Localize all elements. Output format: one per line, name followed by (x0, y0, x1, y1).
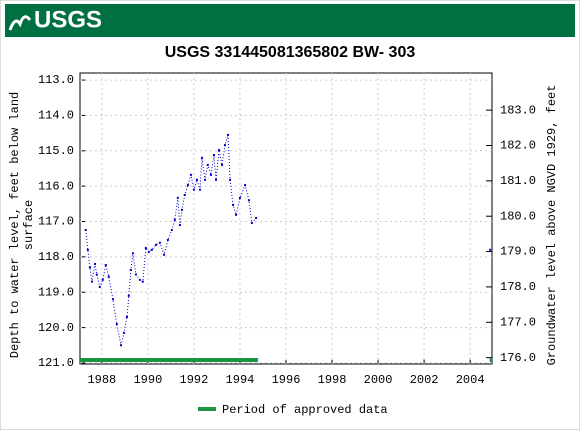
x-tick-label: 1998 (318, 373, 347, 387)
y2-tick-label: 181.0 (500, 174, 536, 188)
x-tick-label: 2004 (456, 373, 485, 387)
data-point (144, 247, 147, 250)
data-point (247, 199, 250, 202)
approved-period (80, 358, 258, 362)
y-tick-label: 116.0 (38, 179, 74, 193)
data-point (90, 280, 93, 283)
x-tick-label: 1988 (87, 373, 116, 387)
data-point (154, 243, 157, 246)
data-point (86, 248, 89, 251)
data-point (101, 278, 104, 281)
data-point (489, 248, 492, 251)
data-point (119, 344, 122, 347)
data-point (131, 252, 134, 255)
y2-tick-label: 179.0 (500, 245, 536, 259)
y2-tick-label: 176.0 (500, 351, 536, 365)
logo-text: USGS (34, 6, 102, 33)
data-point (115, 323, 118, 326)
data-point (218, 149, 221, 152)
data-point (84, 228, 87, 231)
data-point (138, 278, 141, 281)
y-axis-label-line: Depth to water level, feet below land (8, 92, 22, 358)
y2-tick-label: 177.0 (500, 315, 536, 329)
y2-tick-label: 183.0 (500, 103, 536, 117)
data-point (180, 208, 183, 211)
data-point (127, 294, 130, 297)
data-point (125, 315, 128, 318)
data-point (166, 238, 169, 241)
y2-tick-label: 182.0 (500, 139, 536, 153)
data-point (226, 133, 229, 136)
data-point (250, 221, 253, 224)
y-tick-label: 117.0 (38, 215, 74, 229)
y-tick-label: 119.0 (38, 285, 74, 299)
data-point (221, 163, 224, 166)
y-tick-label: 118.0 (38, 250, 74, 264)
data-point (209, 173, 212, 176)
data-point (198, 188, 201, 191)
y-axis-label-line: surface (22, 200, 36, 250)
data-point (200, 156, 203, 159)
data-point (129, 268, 132, 271)
data-point (206, 163, 209, 166)
data-point (88, 266, 91, 269)
data-point (95, 273, 98, 276)
logo-wave (8, 15, 32, 31)
data-point (232, 203, 235, 206)
y2-tick-label: 180.0 (500, 209, 536, 223)
x-tick-label: 1994 (226, 373, 255, 387)
approved-period (489, 358, 492, 362)
data-point (203, 178, 206, 181)
y2-tick-label: 178.0 (500, 280, 536, 294)
y-tick-label: 113.0 (38, 73, 74, 87)
x-tick-label: 1990 (133, 373, 162, 387)
header-band (5, 4, 575, 37)
data-point (150, 248, 153, 251)
data-point (147, 250, 150, 253)
data-point (178, 224, 181, 227)
chart-title: USGS 331445081365802 BW- 303 (165, 44, 416, 61)
y-tick-label: 115.0 (38, 144, 74, 158)
y-tick-label: 121.0 (38, 356, 74, 370)
data-point (212, 154, 215, 157)
data-point (111, 298, 114, 301)
x-tick-label: 1996 (272, 373, 301, 387)
data-point (163, 253, 166, 256)
data-point (134, 273, 137, 276)
data-point (93, 262, 96, 265)
y2-axis-label: Groundwater level above NGVD 1929, feet (545, 85, 559, 366)
data-point (229, 178, 232, 181)
data-point (238, 196, 241, 199)
data-point (173, 218, 176, 221)
y-tick-label: 120.0 (38, 321, 74, 335)
data-point (176, 196, 179, 199)
legend-label: Period of approved data (222, 403, 388, 417)
data-point (158, 241, 161, 244)
data-point (141, 280, 144, 283)
data-point (255, 216, 258, 219)
data-point (192, 188, 195, 191)
data-point (107, 275, 110, 278)
data-point (244, 184, 247, 187)
x-tick-label: 2002 (410, 373, 439, 387)
data-point (170, 228, 173, 231)
y-axis-label: Depth to water level, feet below landsur… (8, 92, 36, 358)
data-point (104, 263, 107, 266)
data-point (189, 173, 192, 176)
y-tick-label: 114.0 (38, 109, 74, 123)
data-point (122, 331, 125, 334)
data-point (183, 193, 186, 196)
data-point (224, 144, 227, 147)
x-tick-label: 2000 (364, 373, 393, 387)
data-point (186, 184, 189, 187)
x-tick-label: 1992 (180, 373, 209, 387)
data-point (235, 213, 238, 216)
data-point (98, 285, 101, 288)
data-point (195, 178, 198, 181)
data-point (215, 178, 218, 181)
